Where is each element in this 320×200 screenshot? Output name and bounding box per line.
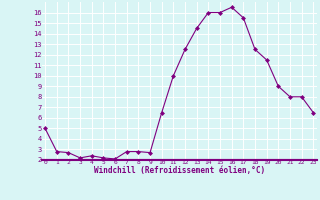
X-axis label: Windchill (Refroidissement éolien,°C): Windchill (Refroidissement éolien,°C) [94, 166, 265, 175]
